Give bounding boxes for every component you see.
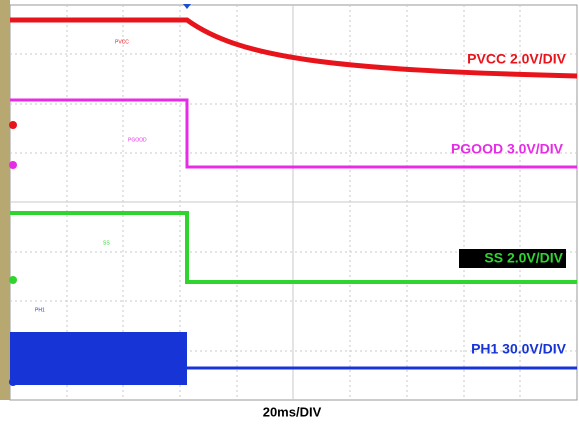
ch-marker [9, 121, 17, 129]
channel-label: PGOOD 3.0V/DIV [451, 141, 564, 157]
label-bg [459, 249, 566, 268]
ss-trace [10, 211, 577, 284]
tag: PGOOD [128, 137, 147, 143]
channel-label: PVCC 2.0V/DIV [467, 51, 566, 67]
tag: PVCC [115, 39, 129, 45]
timebase: 20ms/DIV [263, 404, 322, 419]
channel-label: SS 2.0V/DIV [484, 250, 563, 266]
ph1-burst [10, 332, 187, 385]
pgood-trace [10, 98, 577, 169]
grid [10, 5, 577, 400]
left-bar [0, 0, 10, 400]
channel-label: PH1 30.0V/DIV [471, 341, 567, 357]
pvcc-trace [10, 17, 578, 79]
ch-marker [9, 378, 17, 386]
tag: PH1 [35, 307, 45, 313]
tag: SS [103, 240, 110, 246]
trigger-marker [183, 4, 191, 9]
ch-marker [9, 276, 17, 284]
ch-marker [9, 161, 17, 169]
